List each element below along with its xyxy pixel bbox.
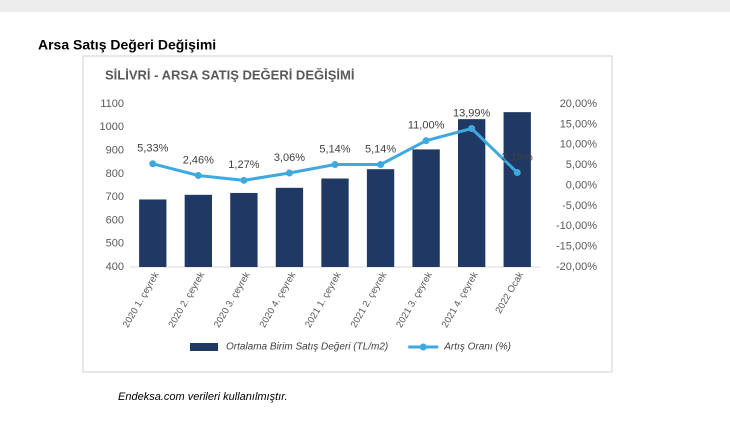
legend-label: Ortalama Birim Satış Değeri (TL/m2) [226,342,388,353]
y2-tick-label: 5,00% [566,159,597,171]
y-tick-label: 500 [106,238,124,250]
data-label: 5,14% [365,143,396,155]
line-marker [149,160,157,168]
line-marker [285,169,293,177]
line-marker [240,176,248,184]
bar [321,178,349,267]
bar [412,149,440,267]
bar [275,187,304,267]
bar [184,194,212,267]
line-marker [194,171,202,179]
data-label: 2,46% [183,154,214,166]
y-tick-label: 1000 [100,121,124,133]
heading: Arsa Satış Değeri Değişimi [38,37,216,53]
y2-tick-label: 15,00% [560,118,598,130]
top-bar [0,0,730,12]
data-label: 11,00% [408,120,445,132]
line-marker [513,169,521,177]
bar [230,192,258,267]
y-tick-label: 600 [106,214,124,226]
y2-tick-label: 20,00% [560,98,598,110]
legend-swatch [190,343,218,351]
y-tick-label: 1100 [100,98,124,110]
line-marker [422,137,430,145]
y-tick-label: 900 [106,144,124,156]
bar [458,119,486,267]
chart-title: SİLİVRİ - ARSA SATIŞ DEĞERİ DEĞİŞİMİ [105,67,354,82]
y2-tick-label: 10,00% [560,139,598,151]
data-label: 1,27% [228,159,259,171]
line-marker [468,124,476,132]
line-marker [377,161,385,169]
y-tick-label: 800 [106,168,124,180]
y-tick-label: 700 [106,191,124,203]
y2-tick-label: -20,00% [556,261,597,273]
y2-tick-label: -10,00% [556,220,597,232]
y2-tick-label: -5,00% [562,200,597,212]
footer-note: Endeksa.com verileri kullanılmıştır. [118,391,288,403]
data-label: 13,99% [453,107,491,119]
data-label: 5,14% [319,143,350,155]
data-label: 3,06% [274,152,305,164]
y-tick-label: 400 [106,261,124,273]
bar [366,169,395,267]
bar [139,199,167,267]
data-label: 3,19% [502,151,533,163]
legend-swatch [419,343,427,351]
bar [503,112,531,268]
y2-tick-label: 0,00% [566,179,597,191]
line-marker [331,161,339,169]
y2-tick-label: -15,00% [556,241,597,253]
data-label: 5,33% [137,143,168,155]
legend-label: Artış Oranı (%) [443,342,511,353]
